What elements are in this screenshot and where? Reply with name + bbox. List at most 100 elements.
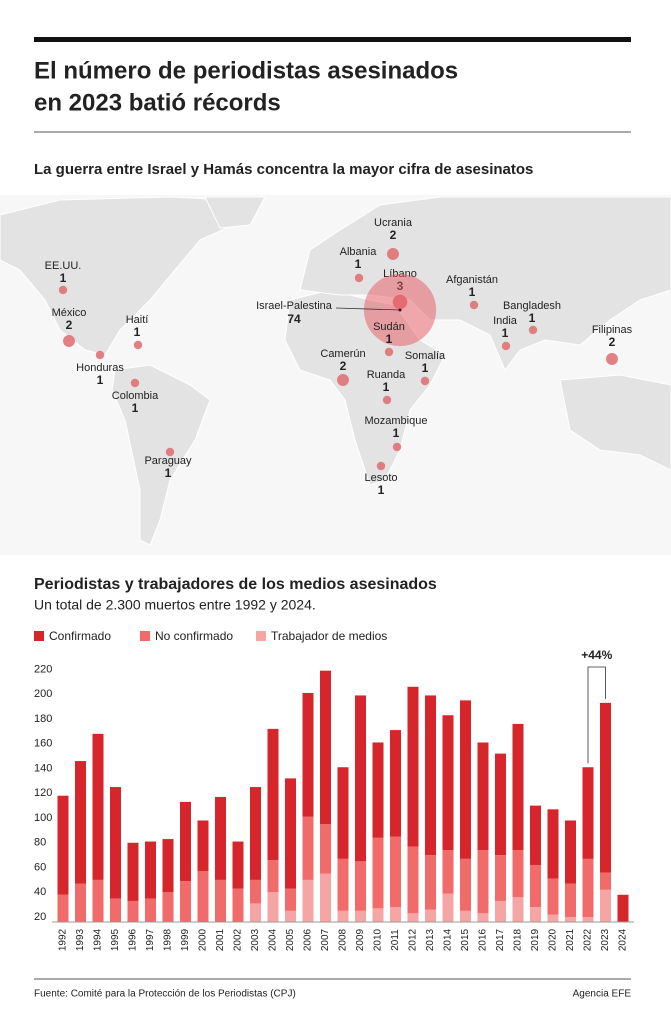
bubble <box>392 442 402 452</box>
legend-label: Confirmado <box>49 629 111 643</box>
land <box>204 196 266 229</box>
place-name: Israel-Palestina <box>256 300 333 312</box>
place-value: 1 <box>165 466 172 480</box>
bar-segment <box>180 881 191 922</box>
dot <box>398 308 402 312</box>
bar-segment <box>285 910 296 922</box>
place-value: 1 <box>134 325 141 339</box>
bubble <box>528 325 538 335</box>
bar-segment <box>530 865 541 908</box>
place-name: Somalía <box>405 350 446 362</box>
bar-segment <box>477 742 489 851</box>
top-rule <box>34 37 631 42</box>
place-value: 1 <box>355 257 362 271</box>
bar-segment <box>337 767 349 859</box>
bar-segment <box>110 898 121 922</box>
bar-segment <box>600 702 611 873</box>
legend-label: Trabajador de medios <box>271 629 387 643</box>
x-tick-label: 1998 <box>163 928 174 951</box>
bubble <box>382 395 392 405</box>
y-tick-label: 40 <box>34 886 46 898</box>
place-value: 1 <box>502 326 509 340</box>
x-tick-label: 2002 <box>233 928 244 951</box>
bar-segment <box>477 850 489 914</box>
bar-segment <box>460 910 471 922</box>
place-name: Sudán <box>373 321 405 333</box>
bar-segment <box>215 879 226 922</box>
chart-subtitle: Un total de 2.300 muertos entre 1992 y 2… <box>34 597 316 613</box>
place-name: Camerún <box>320 348 365 360</box>
bubble <box>354 273 364 283</box>
bar-segment <box>75 761 86 884</box>
x-tick-label: 1992 <box>58 928 69 951</box>
x-tick-label: 1994 <box>93 928 104 951</box>
x-tick-label: 1995 <box>110 928 121 951</box>
x-tick-label: 2016 <box>478 928 489 951</box>
chart-title: Periodistas y trabajadores de los medios… <box>34 576 437 593</box>
bubble <box>337 374 349 386</box>
x-tick-label: 2012 <box>408 928 419 951</box>
bar-segment <box>565 820 576 884</box>
bar-segment <box>372 837 384 909</box>
bar-segment <box>565 917 576 922</box>
x-tick-label: 2004 <box>268 928 279 951</box>
place-value: 1 <box>378 483 385 497</box>
bar-segment <box>425 695 436 856</box>
bar-segment <box>267 860 279 893</box>
bar-segment <box>127 900 139 922</box>
place-value: 2 <box>390 228 397 242</box>
source: Fuente: Comité para la Protección de los… <box>34 989 296 1000</box>
bar-segment <box>267 728 279 861</box>
bar-segment <box>495 855 506 901</box>
place-name: México <box>52 307 87 319</box>
place-value: 1 <box>132 401 139 415</box>
place-value: 1 <box>97 373 104 387</box>
place-value: 1 <box>60 271 67 285</box>
bar-segment <box>617 894 629 922</box>
bar-segment <box>512 723 524 851</box>
x-tick-label: 2013 <box>425 928 436 951</box>
bar-segment <box>250 879 261 904</box>
x-tick-label: 2011 <box>390 929 401 951</box>
place-name: Afganistán <box>446 274 498 286</box>
x-tick-label: 2020 <box>548 928 559 951</box>
bar-segment <box>92 733 104 880</box>
x-tick-label: 2008 <box>338 928 349 951</box>
bar-segment <box>232 841 244 889</box>
bar-segment <box>495 900 506 922</box>
bar-segment <box>582 858 594 918</box>
bubble <box>469 300 479 310</box>
bar-segment <box>460 700 471 859</box>
x-tick-label: 2024 <box>618 928 629 951</box>
bar-segment <box>355 861 366 911</box>
x-tick-label: 2023 <box>600 928 611 951</box>
legend-swatch <box>140 631 150 641</box>
place-value: 1 <box>393 426 400 440</box>
x-tick-label: 2017 <box>495 928 506 951</box>
land <box>0 196 257 356</box>
place-value: 2 <box>340 359 347 373</box>
y-tick-label: 140 <box>34 762 52 774</box>
bar-segment <box>337 910 349 922</box>
y-tick-label: 60 <box>34 861 46 873</box>
place-name: Paraguay <box>144 455 192 467</box>
x-tick-label: 2007 <box>320 928 331 951</box>
x-tick-label: 1997 <box>145 928 156 951</box>
bar-segment <box>477 913 489 922</box>
bar-segment <box>530 805 541 866</box>
x-tick-label: 1993 <box>75 928 86 951</box>
place-name: India <box>493 315 518 327</box>
bar-segment <box>565 883 576 918</box>
x-tick-label: 2005 <box>285 928 296 951</box>
bar-segment <box>425 909 436 922</box>
bar-segment <box>320 824 331 874</box>
place-name: Filipinas <box>592 324 633 336</box>
legend-swatch <box>34 631 44 641</box>
y-tick-label: 180 <box>34 713 52 725</box>
bar-segment <box>110 787 121 899</box>
place-name: Albania <box>340 246 378 258</box>
legend-label: No confirmado <box>155 629 233 643</box>
place-name: EE.UU. <box>45 260 82 272</box>
bar-segment <box>320 873 331 922</box>
